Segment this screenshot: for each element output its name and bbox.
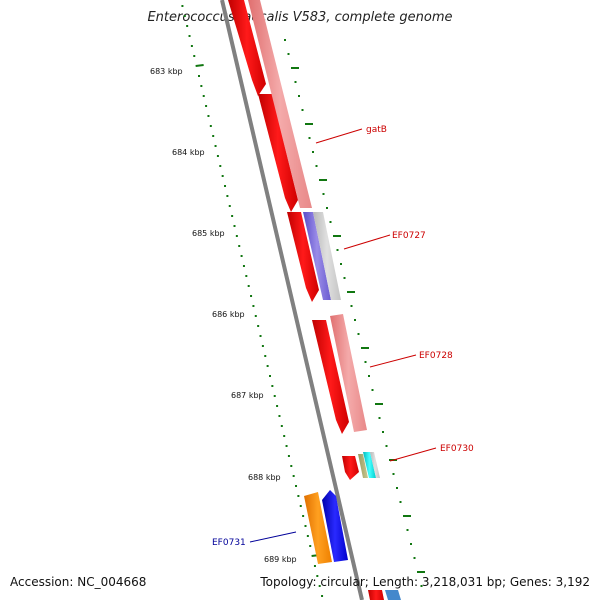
gene-block — [248, 0, 312, 208]
backbone — [220, 0, 364, 600]
tick-label: 687 kbp — [231, 391, 264, 400]
major-tick — [195, 64, 204, 67]
gene-arrow-blue — [322, 490, 348, 562]
gene-block — [363, 452, 376, 478]
gene-arrow — [368, 590, 384, 600]
gene-block — [313, 212, 341, 300]
gene-label-ef0731: EF0731 — [212, 538, 246, 548]
gene-arrow — [287, 212, 319, 302]
feature-track-bottom — [304, 490, 348, 564]
gene-arrow — [312, 320, 349, 434]
genome-summary-text: Topology: circular; Length: 3,218,031 bp… — [260, 575, 590, 589]
feature-track-reverse — [248, 0, 401, 600]
gene-label-ef0728: EF0728 — [419, 351, 453, 361]
gene-block — [303, 212, 331, 300]
gene-arrow — [258, 94, 298, 212]
gene-arrow — [342, 456, 359, 480]
accession-text: Accession: NC_004668 — [10, 575, 147, 589]
gene-block — [330, 314, 367, 432]
gene-arrow — [228, 0, 266, 96]
gene-block — [358, 454, 368, 478]
gene-label-gatb: gatB — [366, 125, 387, 135]
gene-label-lines — [249, 128, 437, 543]
gene-label-ef0727: EF0727 — [392, 231, 426, 241]
tick-labels: 683 kbp 684 kbp 685 kbp 686 kbp 687 kbp … — [150, 67, 297, 564]
tick-label: 689 kbp — [264, 555, 297, 564]
gene-block — [370, 452, 380, 478]
gene-block-orange — [304, 492, 332, 564]
outer-feature-track — [284, 39, 425, 587]
tick-label: 685 kbp — [192, 229, 225, 238]
tick-label: 684 kbp — [172, 148, 205, 157]
tick-label: 686 kbp — [212, 310, 245, 319]
tick-track — [181, 5, 324, 597]
tick-label: 688 kbp — [248, 473, 281, 482]
feature-track-forward — [228, 0, 384, 600]
gene-label-ef0730: EF0730 — [440, 444, 474, 454]
tick-label: 683 kbp — [150, 67, 183, 76]
gene-block — [385, 590, 401, 600]
gene-labels: gatB EF0727 EF0728 EF0730 EF0731 — [212, 125, 474, 548]
